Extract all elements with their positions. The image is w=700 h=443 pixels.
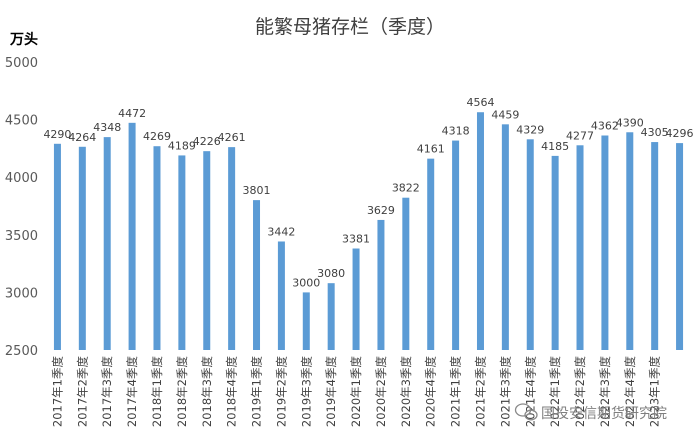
x-tick-label: 2021年2季度 <box>473 356 487 428</box>
x-tick-label: 2017年2季度 <box>75 356 89 428</box>
bar <box>53 143 61 350</box>
data-label: 4226 <box>193 135 221 148</box>
data-label: 4185 <box>541 140 569 153</box>
data-label: 4390 <box>616 116 644 129</box>
x-tick-label: 2018年3季度 <box>200 356 214 428</box>
data-label: 4305 <box>641 126 669 139</box>
bar <box>427 158 435 350</box>
x-axis-ticks: 2017年1季度 2017年2季度 2017年3季度 2017年4季度 2018年1季度… <box>50 356 661 428</box>
data-label: 4261 <box>218 131 246 144</box>
data-label: 4269 <box>143 130 171 143</box>
x-tick-label: 2018年4季度 <box>225 356 239 428</box>
x-tick-label: 2020年3季度 <box>399 356 413 428</box>
bars <box>53 112 684 351</box>
data-label: 4348 <box>93 121 121 134</box>
bar <box>253 200 261 350</box>
x-tick-label: 2019年3季度 <box>299 356 313 428</box>
bar <box>476 112 484 350</box>
bar <box>78 146 86 350</box>
data-label: 4318 <box>442 125 470 138</box>
bar <box>178 155 186 350</box>
bar <box>327 283 335 350</box>
bar <box>551 155 559 350</box>
watermark-text: 国投安信期货研究院 <box>541 405 667 422</box>
data-label: 4459 <box>491 108 519 121</box>
x-tick-label: 2018年2季度 <box>175 356 189 428</box>
data-label: 3080 <box>317 267 345 280</box>
bar <box>501 124 509 350</box>
x-tick-label: 2020年4季度 <box>424 356 438 428</box>
y-tick-label: 5000 <box>5 56 38 71</box>
data-label: 3822 <box>392 182 420 195</box>
x-tick-label: 2021年3季度 <box>498 356 512 428</box>
bar <box>153 146 161 350</box>
bar <box>601 135 609 350</box>
x-tick-label: 2020年1季度 <box>349 356 363 428</box>
x-tick-label: 2017年4季度 <box>125 356 139 428</box>
x-tick-label: 2019年1季度 <box>250 356 264 428</box>
bar <box>526 139 534 350</box>
y-tick-label: 3000 <box>5 286 38 301</box>
bar <box>103 137 111 350</box>
data-label: 4161 <box>417 143 445 156</box>
x-tick-label: 2019年2季度 <box>274 356 288 428</box>
bar <box>452 140 460 350</box>
data-label: 3000 <box>292 276 320 289</box>
y-tick-label: 3500 <box>5 229 38 244</box>
data-label: 4296 <box>666 127 694 140</box>
x-tick-label: 2021年1季度 <box>449 356 463 428</box>
data-label: 3801 <box>243 184 271 197</box>
bar <box>128 122 136 351</box>
data-label: 4362 <box>591 119 619 132</box>
data-label: 3381 <box>342 233 370 246</box>
bar <box>228 147 236 350</box>
x-tick-label: 2019年4季度 <box>324 356 338 428</box>
x-tick-label: 2020年2季度 <box>374 356 388 428</box>
x-tick-label: 2017年3季度 <box>100 356 114 428</box>
chart-title: 能繁母猪存栏（季度） <box>255 16 445 38</box>
x-tick-label: 2022年1季度 <box>548 356 562 428</box>
x-tick-label: 2022年2季度 <box>573 356 587 428</box>
x-tick-label: 2022年3季度 <box>598 356 612 428</box>
x-tick-label: 2023年1季度 <box>648 356 662 428</box>
x-tick-label: 2018年1季度 <box>150 356 164 428</box>
bar <box>377 219 385 350</box>
x-tick-label: 2017年1季度 <box>50 356 64 428</box>
bar <box>626 132 634 350</box>
y-tick-label: 4000 <box>5 171 38 186</box>
y-axis-ticks: 2500 3000 3500 4000 4500 5000 <box>5 56 38 359</box>
bar <box>352 248 360 350</box>
data-label: 4329 <box>516 123 544 136</box>
bar <box>203 151 211 350</box>
data-label: 4564 <box>466 96 494 109</box>
y-tick-label: 4500 <box>5 114 38 129</box>
bar <box>651 142 659 350</box>
y-axis-unit: 万头 <box>9 31 38 48</box>
bar <box>277 241 285 350</box>
x-tick-label: 2022年4季度 <box>623 356 637 428</box>
data-label: 4189 <box>168 139 196 152</box>
data-label: 4290 <box>43 128 71 141</box>
bar <box>676 143 684 350</box>
data-label: 4472 <box>118 107 146 120</box>
data-label: 4264 <box>68 131 96 144</box>
x-tick-label: 2021年4季度 <box>523 356 537 428</box>
data-label: 4277 <box>566 129 594 142</box>
data-label: 3629 <box>367 204 395 217</box>
watermark: 国投安信期货研究院 <box>514 403 667 422</box>
wechat-icon <box>514 403 538 421</box>
bar <box>402 197 410 350</box>
y-tick-label: 2500 <box>5 344 38 359</box>
bar <box>302 292 310 350</box>
bar <box>576 145 584 350</box>
data-label: 3442 <box>267 225 295 238</box>
